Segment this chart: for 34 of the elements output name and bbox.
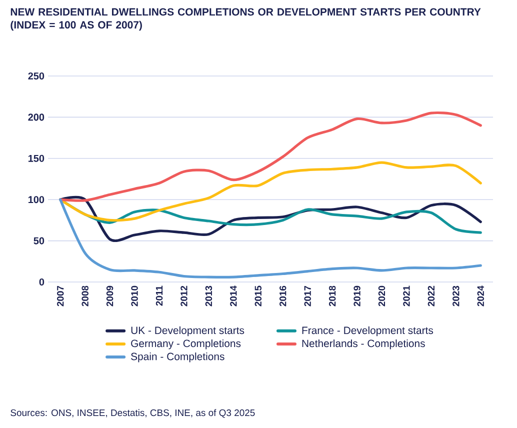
line-series: [59, 161, 482, 222]
x-tick-label: 2015: [254, 286, 262, 306]
line-series: [59, 198, 482, 278]
x-tick-label: 2011: [156, 286, 163, 306]
line-series: [59, 111, 482, 202]
x-tick-label: 2016: [280, 286, 286, 306]
x-tick-label: 2009: [106, 286, 114, 306]
legend-label: Germany - Completions: [131, 339, 241, 350]
x-tick-label: 2008: [82, 286, 88, 306]
y-tick-label: 100: [28, 196, 44, 204]
source-note: Sources: ONS, INSEE, Destatis, CBS, INE, as of Q3 2025: [10, 409, 255, 418]
legend-label: Spain - Completions: [131, 352, 224, 362]
x-tick-label: 2018: [328, 286, 336, 306]
legend-label: Netherlands - Completions: [302, 339, 425, 350]
x-tick-label: 2007: [57, 286, 64, 306]
y-tick-label: 150: [28, 154, 44, 162]
y-tick-label: 200: [28, 114, 44, 121]
chart-title: NEW RESIDENTIAL DWELLINGS COMPLETIONS OR DEVELOPMENT STARTS PER COUNTRY (INDEX = 100 AS OF 2007): [10, 8, 481, 31]
x-tick-label: 2021: [403, 286, 410, 306]
x-tick-label: 2012: [180, 286, 188, 306]
x-tick-label: 2013: [205, 286, 212, 306]
y-tick-label: 50: [34, 237, 44, 244]
legend-label: France - Development starts: [302, 326, 434, 336]
y-tick-label: 250: [28, 72, 44, 80]
x-tick-label: 2022: [428, 286, 435, 306]
x-tick-label: 2024: [477, 286, 484, 306]
x-tick-label: 2020: [378, 286, 386, 306]
x-tick-label: 2019: [354, 286, 360, 306]
x-tick-label: 2014: [230, 286, 237, 306]
legend-label: UK - Development starts: [131, 326, 244, 336]
x-tick-label: 2017: [304, 286, 311, 306]
y-tick-label: 0: [39, 278, 44, 286]
x-tick-label: 2010: [131, 286, 138, 306]
x-tick-label: 2023: [452, 286, 460, 306]
